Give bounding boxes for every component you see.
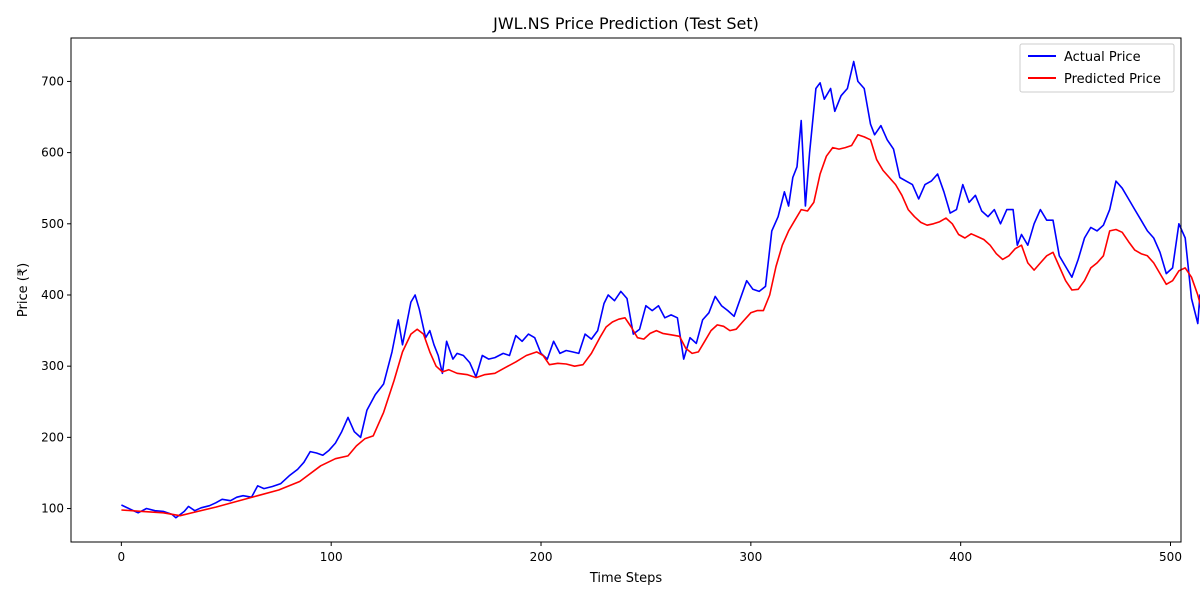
y-tick-label: 300 xyxy=(41,359,64,373)
series-line-predicted xyxy=(121,134,1200,517)
x-tick-label: 300 xyxy=(739,550,762,564)
legend-box xyxy=(1019,43,1175,93)
y-tick-label: 600 xyxy=(41,146,64,160)
y-tick-label: 500 xyxy=(41,217,64,231)
chart-title: JWL.NS Price Prediction (Test Set) xyxy=(492,14,759,33)
y-tick-label: 700 xyxy=(41,74,64,88)
x-tick-label: 400 xyxy=(949,550,972,564)
x-tick-label: 0 xyxy=(118,550,126,564)
y-tick-label: 400 xyxy=(41,288,64,302)
legend: Actual Price Predicted Price xyxy=(1019,43,1175,93)
x-tick-label: 100 xyxy=(320,550,343,564)
y-tick-label: 100 xyxy=(41,502,64,516)
series-layer xyxy=(121,60,1200,519)
legend-label-actual: Actual Price xyxy=(1064,50,1141,65)
y-axis-label: Price (₹) xyxy=(16,263,31,317)
axes-layer: 0 100 200 300 400 500 100 200 300 400 500 600 700 xyxy=(41,37,1182,564)
y-tick-label: 200 xyxy=(41,430,64,444)
x-tick-label: 500 xyxy=(1159,550,1182,564)
x-tick-label: 200 xyxy=(530,550,553,564)
series-line-actual xyxy=(121,60,1200,519)
x-axis-label: Time Steps xyxy=(589,571,663,586)
plot-frame xyxy=(70,37,1182,543)
legend-label-predicted: Predicted Price xyxy=(1064,72,1161,87)
